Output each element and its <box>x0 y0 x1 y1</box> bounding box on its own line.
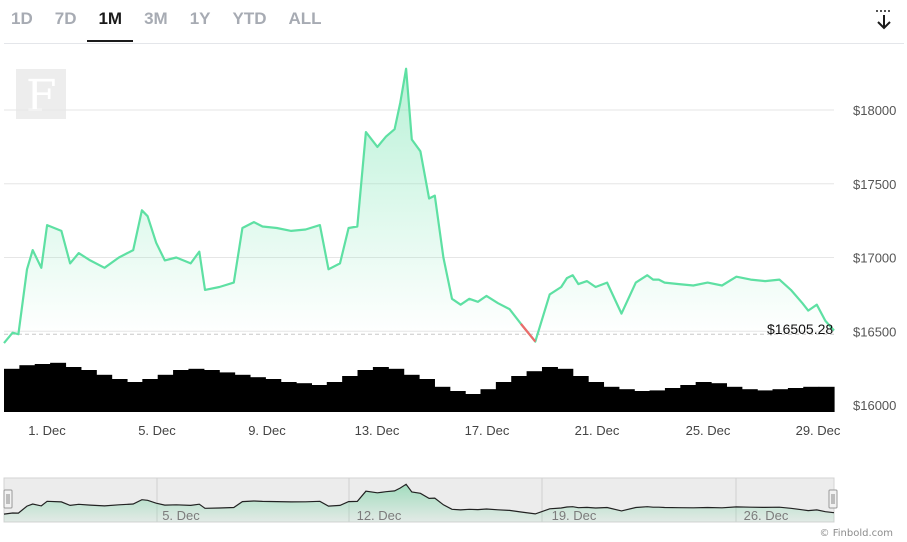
volume-bar <box>588 382 605 412</box>
navigator-handle-right[interactable] <box>828 489 838 509</box>
volume-bar <box>234 374 251 412</box>
range-tab-3m[interactable]: 3M <box>144 9 168 28</box>
tabs-divider <box>4 43 904 44</box>
volume-bar <box>342 376 359 412</box>
range-tabs: 1D 7D 1M 3M 1Y YTD ALL <box>0 0 333 44</box>
range-tab-ytd[interactable]: YTD <box>232 9 267 28</box>
navigator-tick-label: 19. Dec <box>552 508 597 523</box>
last-price-label: $16505.28 <box>767 321 833 337</box>
volume-bar <box>741 389 758 412</box>
volume-bar <box>157 374 174 412</box>
navigator-area <box>4 484 834 522</box>
volume-bar <box>449 391 466 412</box>
logo-letter: F <box>26 71 57 122</box>
price-line <box>3 67 835 344</box>
x-tick-label: 13. Dec <box>355 423 400 438</box>
volume-bar <box>480 389 497 412</box>
volume-bar <box>434 386 451 412</box>
volume-bar <box>634 391 651 412</box>
y-tick-label: $16500 <box>853 324 896 339</box>
volume-bar <box>280 382 297 412</box>
x-tick-label: 17. Dec <box>465 423 510 438</box>
range-tab-all[interactable]: ALL <box>288 9 322 28</box>
volume-bar <box>265 379 282 412</box>
volume-bar <box>572 376 589 412</box>
price-area <box>4 68 834 335</box>
x-tick-label: 29. Dec <box>796 423 841 438</box>
y-tick-label: $18000 <box>853 103 896 118</box>
volume-bar <box>603 386 620 412</box>
volume-bar <box>249 377 266 412</box>
navigator-tick-label: 5. Dec <box>162 508 200 523</box>
logo-mark <box>16 69 66 119</box>
volume-bar <box>50 362 67 412</box>
volume-bar <box>465 394 482 412</box>
volume-bar <box>726 386 743 412</box>
range-tab-7d[interactable]: 7D <box>54 9 77 28</box>
volume-bar <box>403 374 420 412</box>
x-tick-label: 25. Dec <box>686 423 731 438</box>
volume-bar <box>664 388 681 412</box>
volume-bar <box>80 370 97 412</box>
range-tab-1y[interactable]: 1Y <box>189 9 211 28</box>
volume-bar <box>818 386 835 412</box>
x-tick-label: 9. Dec <box>248 423 286 438</box>
volume-bar <box>311 385 328 412</box>
volume-bar <box>173 370 190 412</box>
volume-bar <box>618 389 635 412</box>
volume-bar <box>695 382 712 412</box>
volume-bar <box>203 370 220 412</box>
volume-bar <box>495 382 512 412</box>
credit-label: © Finbold.com <box>819 528 893 539</box>
volume-bar <box>541 367 558 412</box>
y-tick-label: $17500 <box>853 177 896 192</box>
x-tick-label: 1. Dec <box>28 423 66 438</box>
volume-bar <box>34 364 51 412</box>
navigator-handle-left[interactable] <box>3 489 13 509</box>
price-line-below <box>520 323 537 343</box>
navigator-line <box>3 483 835 515</box>
y-tick-label: $17000 <box>853 251 896 266</box>
y-tick-label: $16000 <box>853 398 896 413</box>
volume-bar <box>757 390 774 412</box>
download-arrow-icon[interactable] <box>873 8 895 32</box>
navigator-tick-label: 12. Dec <box>357 508 402 523</box>
x-tick-label: 21. Dec <box>575 423 620 438</box>
volume-bar <box>4 368 20 412</box>
volume-bar <box>372 367 389 412</box>
volume-bar <box>96 374 113 412</box>
volume-bar <box>65 367 82 412</box>
volume-bar <box>219 372 236 412</box>
range-tab-1d[interactable]: 1D <box>11 9 33 28</box>
volume-bar <box>188 368 205 412</box>
volume-bar <box>526 371 543 412</box>
volume-bar <box>111 379 128 412</box>
volume-bar <box>711 383 728 412</box>
volume-bar <box>357 370 374 412</box>
volume-bar <box>680 385 697 412</box>
volume-bar <box>787 388 804 412</box>
volume-bar <box>772 389 789 412</box>
x-tick-label: 5. Dec <box>138 423 176 438</box>
range-tab-1m[interactable]: 1M <box>87 0 134 42</box>
volume-bar <box>419 379 435 412</box>
navigator-tick-label: 26. Dec <box>744 508 789 523</box>
volume-bar <box>388 368 405 412</box>
volume-bar <box>649 390 666 412</box>
volume-bar <box>142 379 159 412</box>
volume-bar <box>19 365 36 412</box>
volume-bar <box>803 386 820 412</box>
volume-bar <box>326 382 343 412</box>
volume-bar <box>126 382 143 412</box>
volume-bar <box>557 368 574 412</box>
volume-bar <box>296 383 313 412</box>
volume-bar <box>511 376 528 412</box>
